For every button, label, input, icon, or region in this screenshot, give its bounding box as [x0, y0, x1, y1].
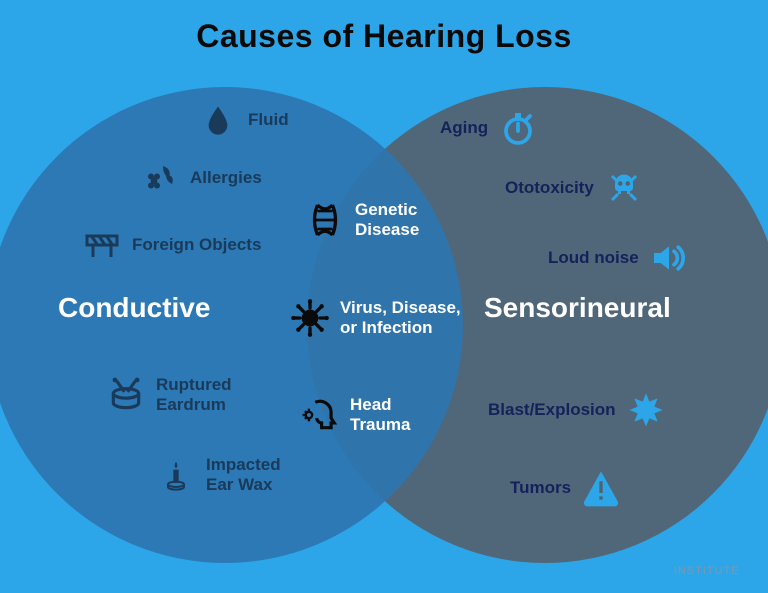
item-tumors: Tumors — [510, 468, 621, 508]
warning-icon — [581, 468, 621, 508]
candle-icon — [156, 455, 196, 495]
item-aging: Aging — [440, 108, 538, 148]
item-label-impacted-earwax: Impacted Ear Wax — [206, 455, 281, 494]
item-label-head-trauma: Head Trauma — [350, 395, 410, 434]
item-foreign-objects: Foreign Objects — [82, 225, 261, 265]
item-label-virus-disease-infection: Virus, Disease, or Infection — [340, 298, 461, 337]
droplet-icon — [198, 100, 238, 140]
drum-icon — [106, 375, 146, 415]
category-label-conductive: Conductive — [58, 292, 210, 324]
item-loud-noise: Loud noise — [548, 238, 689, 278]
page-title: Causes of Hearing Loss — [0, 18, 768, 55]
item-allergies: Allergies — [140, 158, 262, 198]
item-label-aging: Aging — [440, 118, 488, 138]
logo-icon — [640, 553, 666, 579]
explosion-icon — [626, 390, 666, 430]
flower-icon — [140, 158, 180, 198]
category-label-sensorineural: Sensorineural — [484, 292, 671, 324]
item-impacted-earwax: Impacted Ear Wax — [156, 455, 281, 495]
skull-icon — [604, 168, 644, 208]
logo: HOUGH EAR INSTITUTE — [640, 553, 750, 579]
item-fluid: Fluid — [198, 100, 289, 140]
stopwatch-icon — [498, 108, 538, 148]
dna-icon — [305, 200, 345, 240]
item-genetic-disease: Genetic Disease — [305, 200, 419, 240]
barrier-icon — [82, 225, 122, 265]
item-ruptured-eardrum: Ruptured Eardrum — [106, 375, 232, 415]
item-ototoxicity: Ototoxicity — [505, 168, 644, 208]
item-label-fluid: Fluid — [248, 110, 289, 130]
item-label-tumors: Tumors — [510, 478, 571, 498]
virus-icon — [290, 298, 330, 338]
item-virus-disease-infection: Virus, Disease, or Infection — [290, 298, 461, 338]
item-blast-explosion: Blast/Explosion — [488, 390, 666, 430]
item-label-foreign-objects: Foreign Objects — [132, 235, 261, 255]
item-head-trauma: Head Trauma — [300, 395, 410, 435]
logo-text-line2: INSTITUTE — [674, 566, 750, 577]
item-label-ototoxicity: Ototoxicity — [505, 178, 594, 198]
item-label-genetic-disease: Genetic Disease — [355, 200, 419, 239]
item-label-allergies: Allergies — [190, 168, 262, 188]
item-label-ruptured-eardrum: Ruptured Eardrum — [156, 375, 232, 414]
item-label-blast-explosion: Blast/Explosion — [488, 400, 616, 420]
item-label-loud-noise: Loud noise — [548, 248, 639, 268]
headtrauma-icon — [300, 395, 340, 435]
speaker-icon — [649, 238, 689, 278]
